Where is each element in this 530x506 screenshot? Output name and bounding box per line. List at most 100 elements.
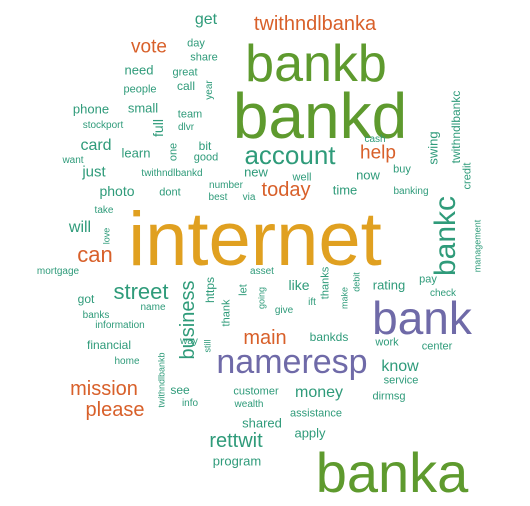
word-just: just <box>82 163 106 181</box>
word-give: give <box>274 305 294 316</box>
word-love: love <box>101 227 112 245</box>
word-phone: phone <box>72 101 110 117</box>
word-rettwit: rettwit <box>209 430 263 452</box>
word-one: one <box>167 142 180 162</box>
word-service: service <box>383 374 419 387</box>
word-dirmsg: dirmsg <box>372 390 406 403</box>
word-banka: banka <box>315 441 469 504</box>
word-internet: internet <box>128 197 382 282</box>
word-debit: debit <box>351 272 362 292</box>
word-year: year <box>204 80 215 100</box>
word-see: see <box>170 383 190 397</box>
word-can: can <box>77 242 113 267</box>
word-photo: photo <box>99 183 135 199</box>
word-share: share <box>190 51 218 64</box>
word-got: got <box>77 292 95 306</box>
word-call: call <box>176 79 196 93</box>
word-best: best <box>208 192 228 203</box>
word-financial: financial <box>86 338 132 352</box>
word-learn: learn <box>121 145 151 161</box>
word-twithndlbankd: twithndlbankd <box>141 168 203 179</box>
word-people: people <box>123 83 157 96</box>
word-need: need <box>124 62 154 78</box>
word-card: card <box>80 137 112 154</box>
word-buy: buy <box>393 163 411 176</box>
word-great: great <box>172 66 198 79</box>
word-customer: customer <box>233 385 279 398</box>
word-via: via <box>242 192 256 203</box>
word-apply: apply <box>294 425 326 441</box>
word-day: day <box>187 37 205 50</box>
word-make: make <box>339 286 350 310</box>
word-shared: shared <box>242 415 282 431</box>
word-number: number <box>209 180 243 191</box>
word-ift: ift <box>308 297 316 308</box>
word-main: main <box>243 327 287 349</box>
word-assistance: assistance <box>290 407 342 420</box>
word-dont: dont <box>159 186 181 199</box>
word-going: going <box>256 286 267 310</box>
word-work: work <box>375 336 399 349</box>
word-small: small <box>127 100 159 116</box>
word-cash: cash <box>364 134 386 145</box>
word-swing: swing <box>425 131 441 165</box>
word-center: center <box>421 340 453 353</box>
word-take: take <box>94 205 114 216</box>
word-thank: thank <box>220 299 233 327</box>
word-well: well <box>292 171 312 184</box>
word-credit: credit <box>461 162 474 190</box>
word-stockport: stockport <box>82 120 124 131</box>
word-get: get <box>194 11 218 28</box>
word-twithndlbanka: twithndlbanka <box>253 13 377 35</box>
word-check: check <box>429 288 457 299</box>
word-bankd: bankd <box>232 80 408 152</box>
word-want: want <box>62 155 84 166</box>
word-today: today <box>261 179 311 201</box>
word-know: know <box>381 358 419 375</box>
word-time: time <box>332 182 358 198</box>
word-thanks: thanks <box>319 266 332 300</box>
word-bankb: bankb <box>245 35 387 93</box>
word-rating: rating <box>372 277 406 293</box>
word-mission: mission <box>70 378 138 400</box>
word-banking: banking <box>393 186 429 197</box>
word-info: info <box>181 398 199 409</box>
word-way: way <box>180 336 198 347</box>
word-account: account <box>244 140 336 170</box>
word-pay: pay <box>419 273 437 286</box>
word-wealth: wealth <box>234 399 264 410</box>
word-nameresp: nameresp <box>216 343 368 381</box>
word-full: full <box>150 119 166 137</box>
word-new: new <box>244 164 268 180</box>
word-information: information <box>95 320 145 331</box>
word-name: name <box>140 302 166 313</box>
word-management: management <box>472 219 483 273</box>
word-now: now <box>356 167 380 183</box>
word-bit: bit <box>198 139 212 153</box>
word-good: good <box>193 151 219 164</box>
word-mortgage: mortgage <box>36 266 80 277</box>
word-twithndlbankb: twithndlbankb <box>156 352 167 408</box>
word-banks: banks <box>82 310 110 321</box>
word-https: https <box>203 276 217 304</box>
word-dlvr: dlvr <box>177 122 195 133</box>
word-money: money <box>294 384 344 401</box>
word-asset: asset <box>250 266 274 277</box>
word-twithndlbankc: twithndlbankc <box>449 90 463 164</box>
word-street: street <box>113 279 169 304</box>
word-team: team <box>177 108 203 121</box>
word-business: business <box>177 280 199 360</box>
word-help: help <box>360 142 396 164</box>
word-home: home <box>114 356 140 367</box>
word-vote: vote <box>131 36 167 58</box>
word-please: please <box>85 399 145 421</box>
word-will: will <box>68 219 92 236</box>
word-still: still <box>202 339 213 353</box>
word-let: let <box>237 284 250 296</box>
word-bankc: bankc <box>429 195 462 277</box>
word-like: like <box>288 277 310 293</box>
word-bankds: bankds <box>309 330 349 344</box>
word-program: program <box>212 453 262 469</box>
word-bank: bank <box>372 292 472 344</box>
